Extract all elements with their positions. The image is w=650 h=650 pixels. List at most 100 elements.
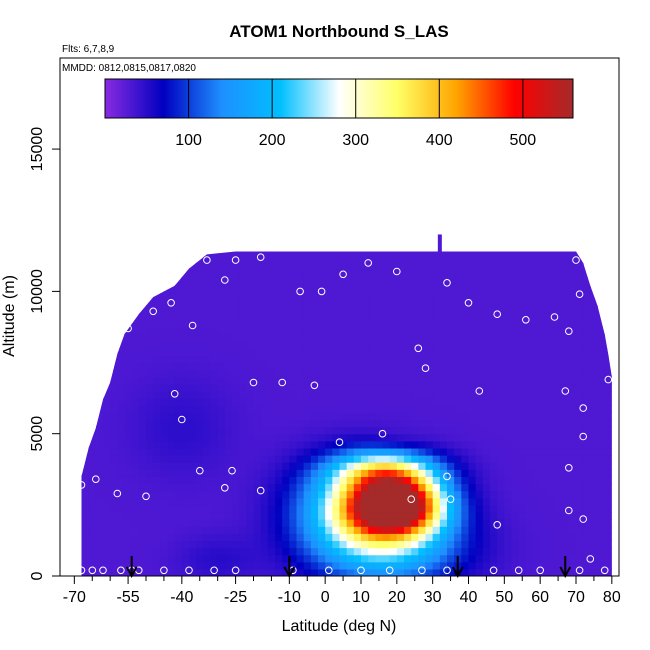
heatmap-cell xyxy=(547,341,556,349)
heatmap-cell xyxy=(368,251,376,257)
heatmap-cell xyxy=(232,440,240,449)
heatmap-cell xyxy=(439,270,448,278)
heatmap-cell xyxy=(260,440,269,449)
heatmap-cell xyxy=(447,398,455,406)
heatmap-cell xyxy=(296,519,305,527)
heatmap-cell xyxy=(304,242,312,250)
heatmap-cell xyxy=(547,262,556,271)
heatmap-cell xyxy=(110,504,118,513)
heatmap-cell xyxy=(246,234,254,242)
heatmap-cell xyxy=(583,440,591,449)
heatmap-cell xyxy=(590,291,599,300)
heatmap-cell xyxy=(318,262,326,271)
heatmap-cell xyxy=(332,284,341,292)
heatmap-cell xyxy=(404,547,412,556)
heatmap-cell xyxy=(296,383,305,392)
heatmap-cell xyxy=(490,312,498,321)
heatmap-cell xyxy=(203,348,212,357)
heatmap-cell xyxy=(310,369,319,378)
heatmap-cell xyxy=(110,433,118,442)
heatmap-cell xyxy=(310,312,319,321)
heatmap-cell xyxy=(404,462,412,470)
heatmap-cell xyxy=(318,251,326,257)
heatmap-cell xyxy=(332,305,341,314)
heatmap-cell xyxy=(60,284,68,292)
heatmap-cell xyxy=(196,483,204,492)
heatmap-cell xyxy=(447,312,455,321)
heatmap-cell xyxy=(81,433,83,442)
heatmap-cell xyxy=(81,326,83,335)
heatmap-cell xyxy=(325,483,333,492)
heatmap-cell xyxy=(540,391,548,399)
heatmap-cell xyxy=(404,490,412,499)
heatmap-cell xyxy=(296,255,305,264)
heatmap-cell xyxy=(547,419,556,428)
heatmap-cell xyxy=(296,326,305,335)
heatmap-cell xyxy=(533,511,541,520)
heatmap-cell xyxy=(232,554,240,563)
heatmap-cell xyxy=(253,270,262,278)
heatmap-cell xyxy=(511,398,520,406)
heatmap-cell xyxy=(497,426,505,435)
heatmap-cell xyxy=(332,369,341,378)
heatmap-cell xyxy=(597,511,606,520)
heatmap-cell xyxy=(425,376,434,385)
heatmap-cell xyxy=(131,533,140,542)
heatmap-cell xyxy=(167,405,176,413)
heatmap-cell xyxy=(504,262,513,271)
heatmap-cell xyxy=(138,440,147,449)
heatmap-cell xyxy=(597,469,606,477)
heatmap-spike xyxy=(437,234,442,252)
heatmap-cell xyxy=(425,251,434,257)
sample-points-layer xyxy=(77,253,613,575)
x-tick-label: 0 xyxy=(321,589,330,606)
heatmap-cell xyxy=(518,433,527,442)
heatmap-cell xyxy=(217,504,226,513)
heatmap-cell xyxy=(418,547,427,556)
heatmap-cell xyxy=(232,490,240,499)
heatmap-cell xyxy=(497,412,505,421)
heatmap-cell xyxy=(303,533,312,542)
heatmap-cell xyxy=(174,312,183,321)
heatmap-cell xyxy=(303,469,312,477)
heatmap-cell xyxy=(88,312,97,321)
heatmap-cell xyxy=(547,284,556,292)
heatmap-cell xyxy=(475,476,484,485)
heatmap-cell xyxy=(253,568,262,576)
heatmap-cell xyxy=(275,242,283,250)
heatmap-cell xyxy=(282,326,290,335)
heatmap-cell xyxy=(189,251,197,257)
heatmap-cell xyxy=(325,568,333,576)
heatmap-cell xyxy=(432,497,441,506)
heatmap-cell xyxy=(554,469,563,477)
heatmap-cell xyxy=(361,326,369,335)
heatmap-cell xyxy=(454,476,462,485)
heatmap-cell xyxy=(103,255,111,264)
heatmap-cell xyxy=(138,298,147,307)
heatmap-cell xyxy=(339,476,348,485)
heatmap-cell xyxy=(246,455,255,463)
heatmap-cell xyxy=(411,419,419,428)
heatmap-cell xyxy=(518,497,527,506)
heatmap-cell xyxy=(267,262,276,271)
heatmap-cell xyxy=(282,391,290,399)
heatmap-cell xyxy=(103,376,111,385)
heatmap-cell xyxy=(561,476,570,485)
heatmap-cell xyxy=(224,526,233,534)
colorbar-ticks: 100 200 300 400 500 xyxy=(175,79,536,149)
heatmap-cell xyxy=(224,348,233,357)
heatmap-cell xyxy=(590,383,599,392)
heatmap-cell xyxy=(174,440,183,449)
heatmap-cell xyxy=(547,319,556,328)
x-tick-label: 40 xyxy=(460,589,478,606)
heatmap-cell xyxy=(153,462,161,470)
heatmap-cell xyxy=(267,412,276,421)
heatmap-cell xyxy=(611,455,612,463)
heatmap-cell xyxy=(382,255,391,264)
heatmap-cell xyxy=(432,255,441,264)
heatmap-cell xyxy=(561,319,570,328)
heatmap-cell xyxy=(60,505,68,513)
heatmap-cell xyxy=(203,554,212,563)
heatmap-cell xyxy=(561,526,570,534)
heatmap-cell xyxy=(174,433,183,442)
